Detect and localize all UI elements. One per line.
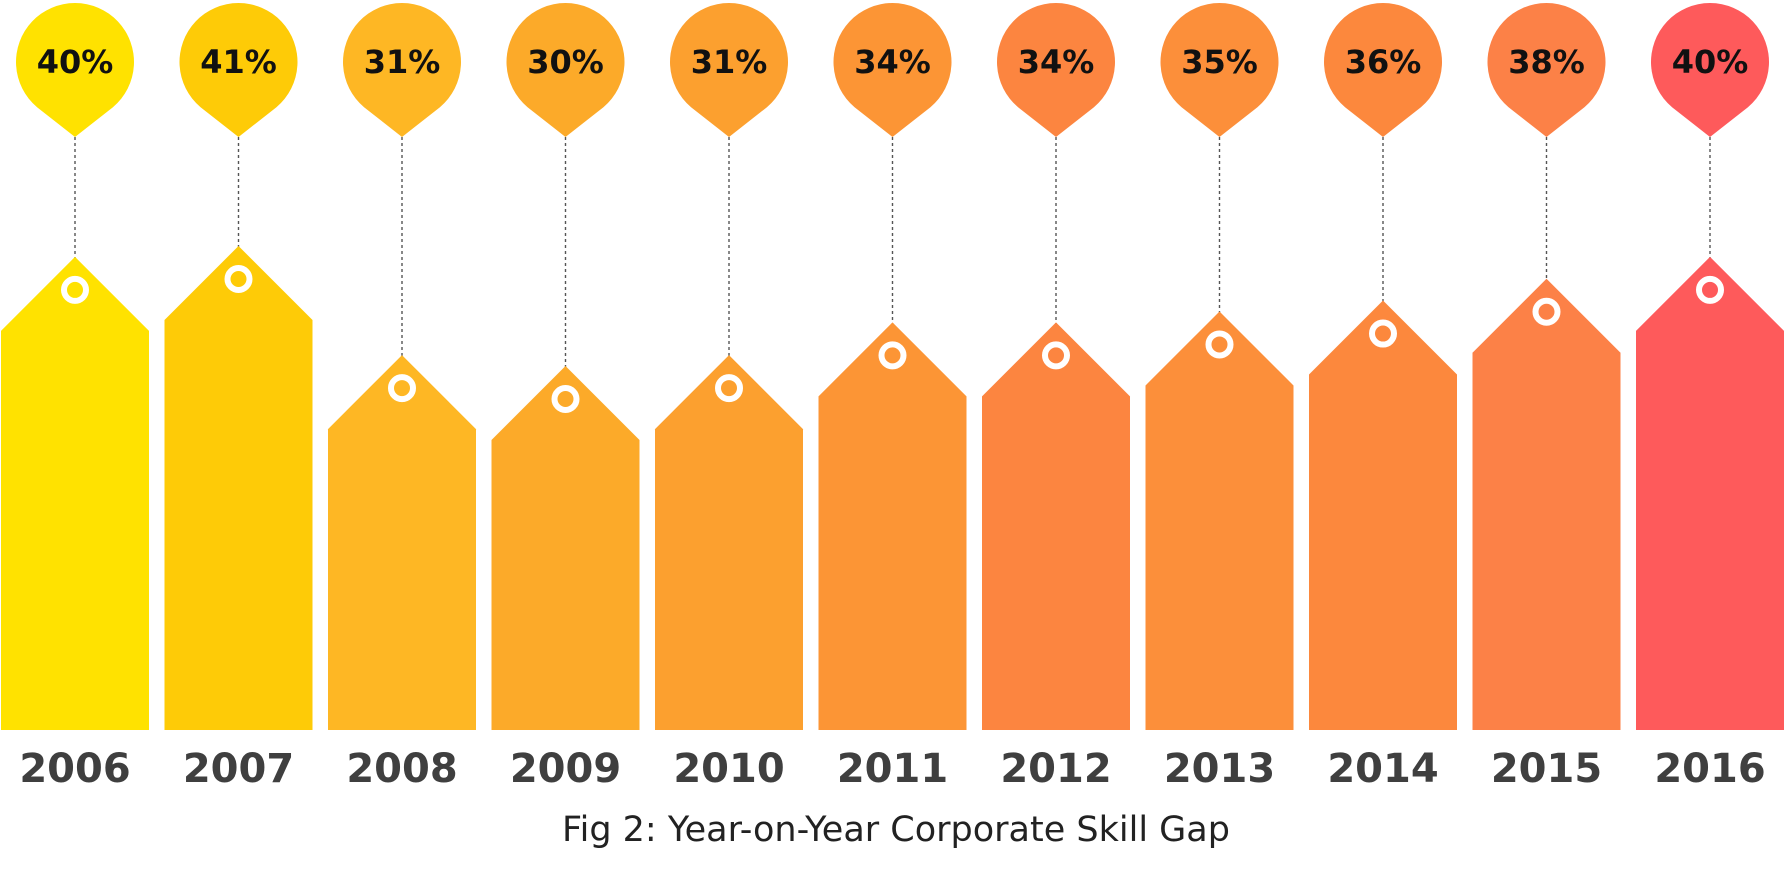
value-label-2016: 40%	[1672, 43, 1749, 81]
bar-2008	[328, 355, 476, 730]
bar-2010	[655, 355, 803, 730]
bar-2011	[818, 322, 967, 730]
bar-2015	[1472, 278, 1621, 730]
year-label-2008: 2008	[346, 746, 457, 792]
value-label-2013: 35%	[1181, 43, 1258, 81]
value-pin-2015	[1487, 3, 1606, 138]
year-label-2010: 2010	[673, 746, 784, 792]
tag-bar-2015: 38% 2015	[1472, 3, 1621, 792]
value-pin-2011	[833, 2, 952, 137]
bar-2007	[164, 246, 313, 730]
tag-bar-2006: 40% 2006	[1, 2, 149, 792]
tag-bar-2014: 36% 2014	[1309, 2, 1457, 792]
tag-hole-2009	[551, 385, 580, 413]
year-label-2011: 2011	[837, 746, 948, 792]
bar-2014	[1309, 300, 1457, 730]
bar-2013	[1145, 311, 1294, 730]
tag-hole-2007	[224, 265, 253, 293]
value-label-2014: 36%	[1345, 43, 1422, 81]
value-pin-2009	[506, 2, 625, 138]
tag-bar-2008: 31% 2008	[328, 3, 476, 792]
tag-bar-2010: 31% 2010	[655, 2, 803, 792]
figure-caption: Fig 2: Year-on-Year Corporate Skill Gap	[562, 810, 1230, 850]
tag-hole-2006	[61, 275, 89, 304]
value-pin-2013	[1160, 2, 1279, 138]
value-label-2009: 30%	[527, 43, 604, 81]
tag-hole-2013	[1205, 330, 1234, 359]
value-label-2010: 31%	[691, 43, 768, 81]
value-label-2008: 31%	[364, 43, 441, 81]
value-pin-2006	[16, 2, 134, 137]
value-label-2011: 34%	[854, 43, 931, 81]
tag-hole-2010	[715, 374, 743, 403]
tag-bar-2016: 40% 2016	[1636, 2, 1784, 792]
bar-2016	[1636, 256, 1784, 730]
tag-bar-2007: 41% 2007	[164, 3, 313, 792]
tag-hole-2008	[388, 374, 416, 403]
year-label-2016: 2016	[1654, 746, 1765, 792]
year-label-2012: 2012	[1000, 746, 1111, 792]
value-pin-2016	[1651, 2, 1769, 138]
tag-hole-2014	[1369, 319, 1397, 348]
year-label-2013: 2013	[1164, 746, 1275, 792]
year-label-2009: 2009	[510, 746, 621, 792]
tag-hole-2015	[1532, 297, 1561, 326]
value-label-2007: 41%	[200, 43, 277, 81]
value-pin-2012	[996, 2, 1115, 138]
year-label-2014: 2014	[1327, 746, 1438, 792]
value-label-2012: 34%	[1018, 43, 1095, 81]
tag-bar-2013: 35% 2013	[1145, 2, 1294, 792]
bar-2009	[491, 366, 640, 730]
tag-hole-2011	[878, 341, 907, 370]
year-label-2015: 2015	[1491, 746, 1602, 792]
tag-bar-2011: 34% 2011	[818, 2, 967, 792]
tag-bar-2012: 34% 2012	[982, 2, 1130, 792]
bar-2006	[1, 256, 149, 730]
tag-bar-2009: 30% 2009	[491, 2, 640, 792]
year-label-2007: 2007	[183, 746, 294, 792]
tag-hole-2012	[1042, 341, 1070, 370]
value-pin-2007	[179, 3, 298, 138]
value-pin-2008	[343, 3, 462, 137]
value-pin-2010	[670, 2, 788, 138]
value-label-2015: 38%	[1508, 43, 1585, 81]
bar-2012	[982, 322, 1130, 730]
year-label-2006: 2006	[19, 746, 130, 792]
value-pin-2014	[1324, 2, 1443, 138]
value-label-2006: 40%	[37, 43, 114, 81]
tag-hole-2016	[1696, 275, 1724, 304]
